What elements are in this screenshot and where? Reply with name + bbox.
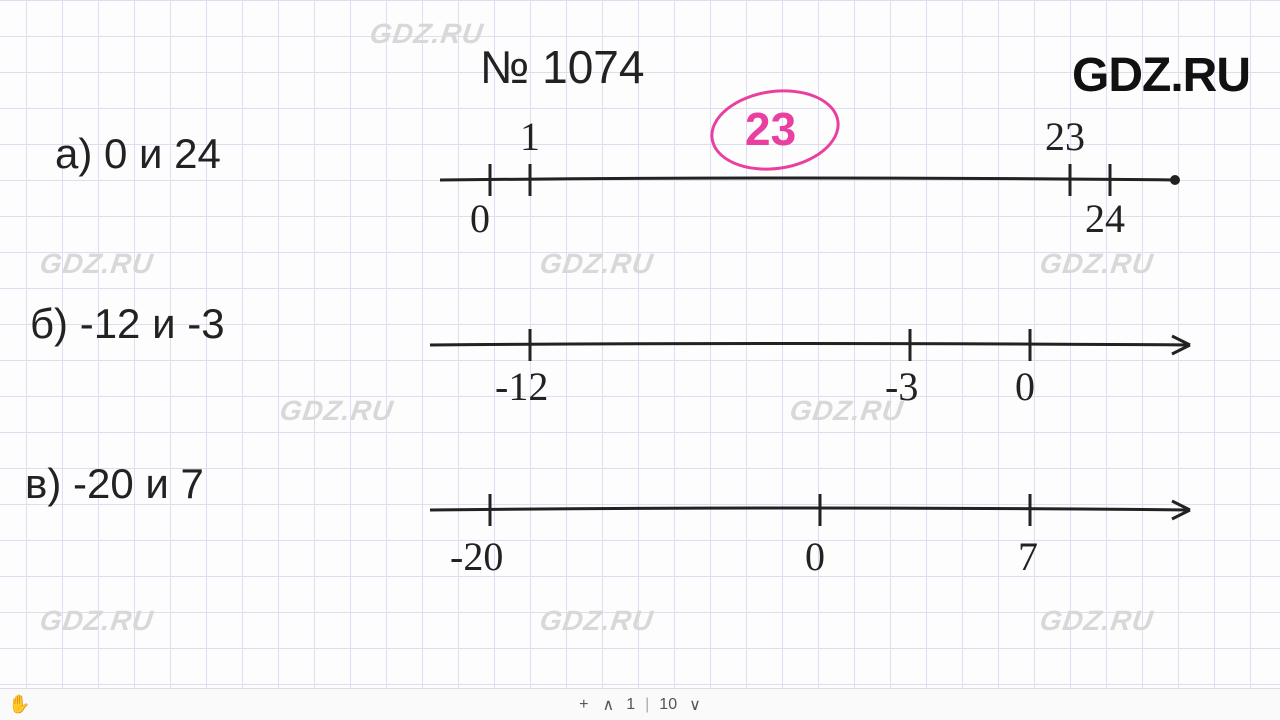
hand-icon[interactable]: ✋ — [8, 694, 30, 715]
zoom-plus-button[interactable]: + — [577, 696, 590, 714]
page-current: 1 — [626, 696, 635, 714]
page-separator: | — [645, 696, 649, 714]
numberline-c: -20 0 7 — [0, 0, 1280, 620]
toolbar: ✋ + ∧ 1 | 10 ∨ — [0, 688, 1280, 720]
tick-label: 7 — [1018, 534, 1038, 579]
tick-label: 0 — [805, 534, 825, 579]
page-up-button[interactable]: ∧ — [601, 695, 617, 715]
page-down-button[interactable]: ∨ — [687, 695, 703, 715]
tick-label: -20 — [450, 534, 503, 579]
page-content: GDZ.RUGDZ.RUGDZ.RUGDZ.RUGDZ.RUGDZ.RUGDZ.… — [0, 0, 1280, 720]
page-total: 10 — [659, 696, 677, 714]
